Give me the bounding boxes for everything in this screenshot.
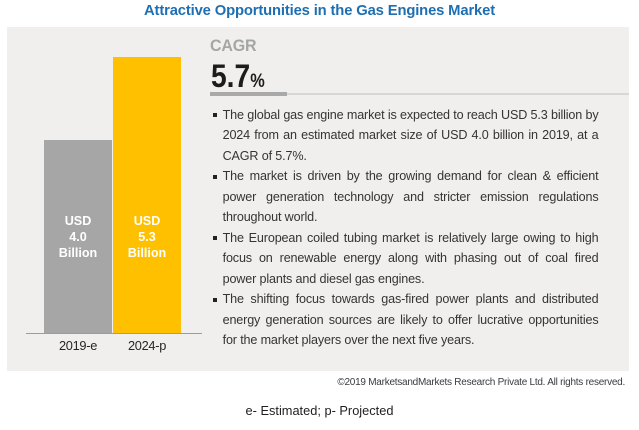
bar-2019	[44, 140, 112, 334]
cagr-label: CAGR	[210, 36, 257, 56]
bullet-item: The shifting focus towards gas-fired pow…	[213, 289, 599, 350]
copyright-text: ©2019 MarketsandMarkets Research Private…	[337, 377, 625, 389]
footnote-text: e- Estimated; p- Projected	[245, 402, 394, 418]
category-label-2019: 2019-e	[58, 338, 98, 354]
bullet-item: The European coiled tubing market is rel…	[213, 228, 599, 289]
bar-2019-value-label: USD 4.0 Billion	[58, 213, 98, 260]
cagr-percent-sign: %	[250, 70, 265, 92]
divider-accent-segment	[210, 92, 287, 97]
divider-line	[287, 93, 629, 96]
bar-2024-value-label: USD 5.3 Billion	[127, 213, 167, 260]
bullet-text: The global gas engine market is expected…	[222, 107, 599, 163]
bar-2024	[113, 57, 181, 334]
bullet-square-icon	[213, 236, 218, 241]
cagr-value-number: 5.7	[211, 56, 251, 94]
x-axis-line	[26, 332, 202, 335]
bullet-square-icon	[213, 174, 218, 179]
bullet-square-icon	[213, 297, 218, 302]
bullet-text: The shifting focus towards gas-fired pow…	[222, 292, 599, 348]
bullet-item: The market is driven by the growing dema…	[213, 166, 599, 227]
bullet-text: The market is driven by the growing dema…	[222, 169, 599, 225]
bullet-text: The European coiled tubing market is rel…	[222, 230, 599, 286]
cagr-value: 5.7%	[211, 56, 265, 94]
category-label-2024: 2024-p	[127, 338, 167, 354]
bullet-square-icon	[213, 113, 218, 117]
page-title: Attractive Opportunities in the Gas Engi…	[144, 3, 495, 19]
bullet-item: The global gas engine market is expected…	[213, 105, 599, 166]
bullet-list: The global gas engine market is expected…	[213, 105, 599, 351]
